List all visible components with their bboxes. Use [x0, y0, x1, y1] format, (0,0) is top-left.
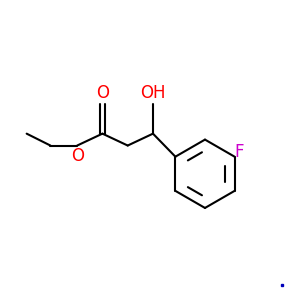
Text: F: F: [234, 143, 244, 161]
Text: O: O: [96, 84, 109, 102]
Text: OH: OH: [140, 84, 166, 102]
Text: O: O: [71, 147, 84, 165]
